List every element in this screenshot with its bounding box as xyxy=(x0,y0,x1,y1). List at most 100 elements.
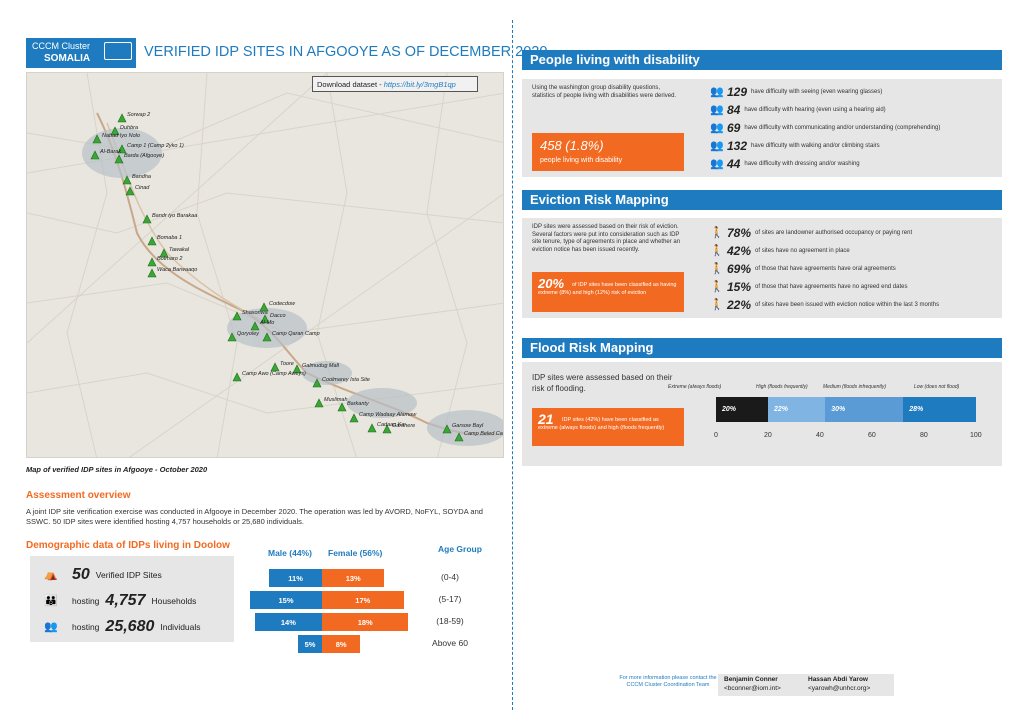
flood-category-label: Extreme (always floods) xyxy=(668,384,722,390)
stat-row: 👥 84 have difficulty with hearing (even us… xyxy=(710,101,996,119)
person-disability-icon: 👥 xyxy=(710,158,724,170)
site-marker[interactable] xyxy=(454,432,464,442)
sites-label: Verified IDP Sites xyxy=(95,570,162,580)
download-url[interactable]: https://bit.ly/3mgB1qp xyxy=(383,80,456,89)
site-marker[interactable] xyxy=(382,424,392,434)
female-bar: 17% xyxy=(322,591,404,609)
female-bar: 18% xyxy=(322,613,409,631)
site-marker[interactable] xyxy=(227,332,237,342)
site-label: Barkanty xyxy=(347,401,370,407)
site-label: Garsow Bayl xyxy=(452,423,484,429)
site-label: Al-Mo xyxy=(259,320,274,326)
site-marker[interactable] xyxy=(232,372,242,382)
male-bar: 14% xyxy=(254,613,322,631)
site-marker[interactable] xyxy=(260,314,270,324)
households-number: 4,757 xyxy=(105,592,146,609)
stat-row: 🚶 69% of those that have agreements have o… xyxy=(710,260,996,278)
eviction-person-icon: 🚶 xyxy=(710,245,724,257)
site-marker[interactable] xyxy=(367,423,377,433)
site-label: Camp Awo (Camp Aweys) xyxy=(242,371,306,377)
sites-number: 50 xyxy=(72,566,90,583)
stat-row: 🚶 42% of sites have no agreement in place xyxy=(710,242,996,260)
site-label: Duhbra xyxy=(120,125,138,131)
stat-row: 🚶 15% of those that have agreements have n… xyxy=(710,278,996,296)
logo-emblem-icon xyxy=(104,42,132,60)
site-label: Nabad Iyo Nolo xyxy=(102,133,140,139)
site-marker[interactable] xyxy=(122,175,132,185)
stat-text: have difficulty with hearing (even using… xyxy=(744,107,886,113)
site-marker[interactable] xyxy=(147,257,157,267)
site-marker[interactable] xyxy=(232,311,242,321)
eviction-big: 20% xyxy=(538,276,565,291)
site-marker[interactable] xyxy=(147,268,157,278)
footer-info: For more information please contact the … xyxy=(619,675,717,688)
contact1-email[interactable]: <bconner@iom.int> xyxy=(724,685,781,692)
site-marker[interactable] xyxy=(147,236,157,246)
site-marker[interactable] xyxy=(259,302,269,312)
download-dataset-link[interactable]: Download dataset - https://bit.ly/3mgB1q… xyxy=(312,76,478,92)
stat-row: 👥 69 have difficulty with communicating an… xyxy=(710,119,996,137)
eviction-big-text: of IDP sites have been classified as hav… xyxy=(538,282,677,296)
site-label: Shaxonwa xyxy=(242,310,268,316)
site-marker[interactable] xyxy=(262,332,272,342)
site-marker[interactable] xyxy=(292,364,302,374)
site-label: Dacco xyxy=(270,313,286,319)
site-marker[interactable] xyxy=(125,186,135,196)
contact2-email[interactable]: <yarowh@unhcr.org> xyxy=(808,685,871,692)
stat-text: have difficulty with seeing (even wearin… xyxy=(751,89,883,95)
sites-row: ⛺ 50 Verified IDP Sites xyxy=(44,566,162,584)
female-bar: 8% xyxy=(322,635,361,653)
site-marker[interactable] xyxy=(442,424,452,434)
site-label: Sorwap 2 xyxy=(127,112,150,118)
site-marker[interactable] xyxy=(337,402,347,412)
site-label: Codecdow xyxy=(269,301,296,307)
male-bar: 11% xyxy=(269,569,322,587)
flood-axis-tick: 80 xyxy=(920,432,928,439)
site-marker[interactable] xyxy=(159,248,169,258)
individuals-label: Individuals xyxy=(160,622,201,632)
site-marker[interactable] xyxy=(270,362,280,372)
site-marker[interactable] xyxy=(349,413,359,423)
site-label: Coolmarey Ista Site xyxy=(322,377,370,383)
disability-total: 458 (1.8%) xyxy=(540,138,604,153)
site-marker[interactable] xyxy=(250,321,260,331)
site-marker[interactable] xyxy=(142,214,152,224)
page-title: VERIFIED IDP SITES IN AFGOOYE AS OF DECE… xyxy=(144,44,548,60)
individuals-number: 25,680 xyxy=(105,618,155,635)
site-map[interactable]: Sorwap 2 Nabad Iyo Nolo Duhbra Al-Barak Camp… xyxy=(26,72,504,458)
eviction-panel: IDP sites were assessed based on their r… xyxy=(522,218,1002,318)
stat-text: have difficulty with walking and/or clim… xyxy=(751,143,880,149)
eviction-person-icon: 🚶 xyxy=(710,299,724,311)
flood-bar-segment: 30% xyxy=(825,397,904,422)
site-marker[interactable] xyxy=(312,378,322,388)
stat-row: 🚶 22% of sites have been issued with evict… xyxy=(710,296,996,314)
person-disability-icon: 👥 xyxy=(710,140,724,152)
site-marker[interactable] xyxy=(92,134,102,144)
flood-intro: IDP sites were assessed based on their r… xyxy=(532,373,673,393)
households-row: 👪 hosting 4,757 Households xyxy=(44,592,196,610)
overview-heading: Assessment overview xyxy=(26,490,131,501)
stat-text: have difficulty with communicating and/o… xyxy=(744,125,941,131)
person-disability-icon: 👥 xyxy=(710,122,724,134)
site-label: Galmudug Mall xyxy=(302,363,340,369)
site-marker[interactable] xyxy=(314,398,324,408)
disability-total-label: people living with disability xyxy=(540,157,623,164)
site-label: Toore xyxy=(280,361,294,367)
site-marker[interactable] xyxy=(114,154,124,164)
disability-list: 👥 129 have difficulty with seeing (even we… xyxy=(710,83,996,173)
stat-number: 129 xyxy=(727,85,748,99)
flood-stat-box: 21 IDP sites (42%) have been classified … xyxy=(532,408,684,446)
site-marker[interactable] xyxy=(117,113,127,123)
age-group-label: (18-59) xyxy=(436,616,464,626)
stat-number: 44 xyxy=(727,157,741,171)
age-group-label: Above 60 xyxy=(432,638,468,648)
eviction-person-icon: 🚶 xyxy=(710,227,724,239)
flood-axis-tick: 100 xyxy=(970,432,982,439)
site-marker[interactable] xyxy=(90,150,100,160)
logo-line2: SOMALIA xyxy=(44,53,91,64)
site-marker[interactable] xyxy=(117,144,127,154)
flood-big: 21 xyxy=(538,411,554,427)
age-group-label: (0-4) xyxy=(441,572,459,582)
site-marker[interactable] xyxy=(110,126,120,136)
eviction-stat-box: 20% of IDP sites have been classified as… xyxy=(532,272,684,312)
